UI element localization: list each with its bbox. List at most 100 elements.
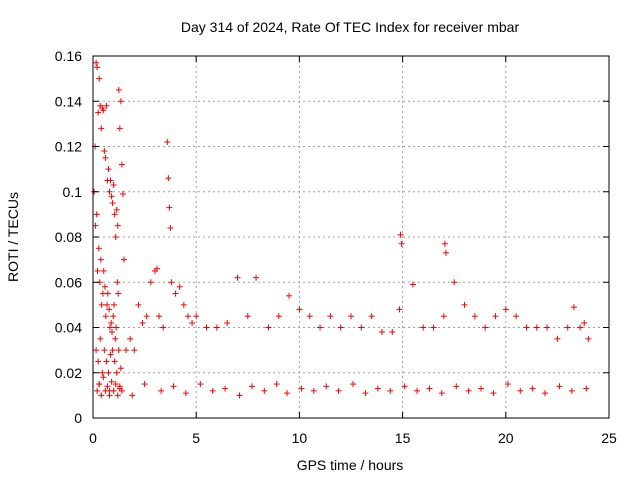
data-point bbox=[490, 390, 497, 397]
data-point bbox=[98, 301, 105, 308]
data-point bbox=[113, 206, 120, 213]
data-point bbox=[209, 387, 216, 394]
data-point bbox=[180, 301, 187, 308]
data-point bbox=[118, 161, 125, 168]
data-point bbox=[116, 125, 123, 132]
data-point bbox=[118, 387, 125, 394]
data-point bbox=[478, 385, 485, 392]
data-point bbox=[104, 383, 111, 390]
data-point bbox=[310, 387, 317, 394]
data-point bbox=[323, 383, 330, 390]
data-point bbox=[244, 313, 251, 320]
data-point bbox=[115, 290, 122, 297]
data-point bbox=[544, 324, 551, 331]
data-point bbox=[409, 281, 416, 288]
data-point bbox=[113, 369, 120, 376]
x-axis-label: GPS time / hours bbox=[297, 457, 404, 473]
data-point bbox=[556, 383, 563, 390]
data-point bbox=[453, 383, 460, 390]
data-point bbox=[426, 385, 433, 392]
data-point bbox=[296, 306, 303, 313]
y-tick-label: 0.08 bbox=[55, 229, 82, 245]
data-point bbox=[542, 390, 549, 397]
data-point bbox=[93, 347, 100, 354]
data-point bbox=[172, 290, 179, 297]
data-point bbox=[95, 358, 102, 365]
data-point bbox=[529, 385, 536, 392]
data-point bbox=[110, 313, 117, 320]
data-point bbox=[94, 64, 101, 71]
data-point bbox=[112, 335, 119, 342]
data-point bbox=[101, 148, 108, 155]
data-point bbox=[97, 256, 104, 263]
data-point bbox=[465, 387, 472, 394]
data-point bbox=[106, 387, 113, 394]
data-point bbox=[102, 154, 109, 161]
data-point bbox=[441, 240, 448, 247]
data-point bbox=[109, 200, 116, 207]
data-point bbox=[170, 383, 177, 390]
data-point bbox=[350, 381, 357, 388]
data-point bbox=[513, 313, 520, 320]
data-point bbox=[94, 387, 101, 394]
data-point bbox=[554, 335, 561, 342]
data-point bbox=[182, 390, 189, 397]
y-tick-label: 0.02 bbox=[55, 365, 82, 381]
data-point bbox=[114, 279, 121, 286]
data-points bbox=[91, 59, 592, 399]
data-point bbox=[160, 324, 167, 331]
data-point bbox=[284, 390, 291, 397]
data-point bbox=[438, 390, 445, 397]
data-point bbox=[585, 335, 592, 342]
data-point bbox=[101, 283, 108, 290]
data-point bbox=[471, 313, 478, 320]
data-point bbox=[504, 381, 511, 388]
data-point bbox=[184, 313, 191, 320]
data-point bbox=[197, 381, 204, 388]
y-tick-label: 0.12 bbox=[55, 139, 82, 155]
data-point bbox=[100, 107, 107, 114]
data-point bbox=[168, 279, 175, 286]
data-point bbox=[167, 224, 174, 231]
data-point bbox=[234, 274, 241, 281]
data-point bbox=[398, 240, 405, 247]
x-tick-label: 15 bbox=[395, 430, 411, 446]
data-point bbox=[224, 319, 231, 326]
data-point bbox=[119, 191, 126, 198]
data-point bbox=[442, 249, 449, 256]
data-point bbox=[387, 387, 394, 394]
data-point bbox=[131, 347, 138, 354]
data-point bbox=[523, 324, 530, 331]
x-tick-label: 25 bbox=[601, 430, 617, 446]
data-point bbox=[100, 374, 107, 381]
data-point bbox=[109, 347, 116, 354]
data-point bbox=[110, 181, 117, 188]
data-point bbox=[440, 313, 447, 320]
data-point bbox=[108, 319, 115, 326]
data-point bbox=[115, 86, 122, 93]
data-point bbox=[103, 358, 110, 365]
data-point bbox=[101, 347, 108, 354]
data-point bbox=[97, 335, 104, 342]
data-point bbox=[401, 383, 408, 390]
data-point bbox=[147, 279, 154, 286]
grid-lines bbox=[93, 56, 609, 418]
data-point bbox=[94, 267, 101, 274]
data-point bbox=[106, 306, 113, 313]
plot-frame bbox=[92, 55, 610, 419]
data-point bbox=[108, 378, 115, 385]
data-point bbox=[139, 319, 146, 326]
chart-title: Day 314 of 2024, Rate Of TEC Index for r… bbox=[181, 19, 520, 35]
data-point bbox=[273, 381, 280, 388]
data-point bbox=[414, 387, 421, 394]
data-point bbox=[143, 313, 150, 320]
data-point bbox=[420, 324, 427, 331]
data-point bbox=[100, 267, 107, 274]
data-point bbox=[141, 381, 148, 388]
data-point bbox=[117, 98, 124, 105]
data-point bbox=[253, 274, 260, 281]
data-point bbox=[492, 313, 499, 320]
data-point bbox=[166, 204, 173, 211]
data-point bbox=[127, 335, 134, 342]
